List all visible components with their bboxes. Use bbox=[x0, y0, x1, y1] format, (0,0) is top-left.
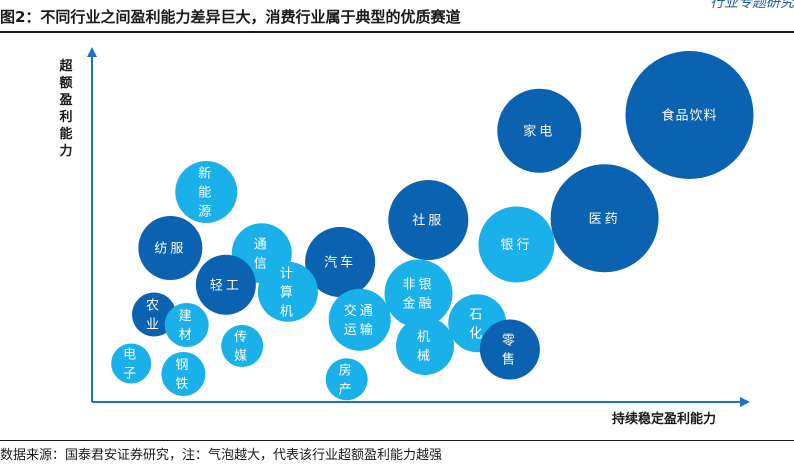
bubble-label-line: 金融 bbox=[402, 296, 434, 312]
bubble-label-19: 传媒 bbox=[234, 330, 250, 364]
bubble-8 bbox=[328, 288, 391, 351]
bubble-label-line: 信 bbox=[254, 256, 270, 271]
bubble-label-7: 机械 bbox=[417, 330, 433, 364]
bubble-label-line: 媒 bbox=[234, 349, 250, 364]
bubble-18 bbox=[164, 303, 209, 347]
bubble-label-line: 家电 bbox=[523, 123, 555, 139]
bubble-label-11: 房产 bbox=[339, 362, 355, 397]
bubble-label-line: 源 bbox=[198, 205, 214, 220]
title-rule bbox=[0, 31, 794, 33]
bubble-label-line: 运输 bbox=[344, 322, 376, 338]
bubble-11 bbox=[325, 358, 368, 401]
bubble-3 bbox=[478, 206, 555, 283]
bubble-label-line: 零 bbox=[502, 334, 518, 349]
source-note: 数据来源：国泰君安证券研究，注：气泡越大，代表该行业超额盈利能力越强 bbox=[0, 448, 443, 463]
bubble-label-15: 轻工 bbox=[210, 278, 242, 293]
bubble-label-line: 非银 bbox=[402, 278, 434, 293]
bubble-label-line: 农 bbox=[146, 299, 162, 314]
bubble-label-line: 交通 bbox=[344, 303, 376, 319]
bubble-label-0: 食品饮料 bbox=[661, 108, 717, 124]
bubble-5 bbox=[305, 227, 376, 297]
bubble-label-line: 通 bbox=[254, 237, 270, 252]
bubble-label-line: 钢 bbox=[175, 358, 191, 373]
bubble-label-line: 汽车 bbox=[324, 255, 356, 271]
bubble-label-line: 产 bbox=[339, 382, 355, 397]
bubble-label-line: 电 bbox=[123, 348, 139, 363]
bubble-label-line: 能 bbox=[198, 186, 214, 201]
bubble-label-line: 材 bbox=[179, 328, 195, 343]
bubble-label-line: 化 bbox=[469, 326, 485, 341]
bubble-label-line: 铁 bbox=[175, 377, 191, 392]
bubble-15 bbox=[195, 254, 256, 315]
bubble-16 bbox=[257, 261, 318, 322]
bubble-label-line: 建 bbox=[179, 309, 195, 324]
bubble-19 bbox=[221, 325, 264, 367]
bubble-label-line: 房 bbox=[339, 362, 355, 378]
bubble-label-line: 新 bbox=[198, 166, 214, 182]
bubble-label-20: 电子 bbox=[123, 348, 139, 382]
bubble-label-line: 计 bbox=[280, 266, 296, 281]
bubble-label-6: 非银金融 bbox=[402, 278, 434, 312]
bubble-2 bbox=[550, 164, 659, 273]
bubble-label-line: 纺服 bbox=[154, 242, 186, 257]
bubble-label-8: 交通运输 bbox=[344, 303, 376, 338]
bubble-1 bbox=[497, 88, 582, 173]
bubble-7 bbox=[396, 317, 455, 375]
bubble-label-18: 建材 bbox=[179, 309, 195, 343]
bubble-20 bbox=[111, 343, 152, 384]
y-axis-label: 超额盈利能力 bbox=[59, 59, 73, 159]
bubble-label-3: 银行 bbox=[500, 238, 532, 253]
bubble-label-4: 社服 bbox=[412, 213, 444, 229]
figure-header: 图2：不同行业之间盈利能力差异巨大，消费行业属于典型的优质赛道 行业专题研究 bbox=[0, 0, 794, 34]
bubble-label-5: 汽车 bbox=[324, 255, 356, 271]
x-axis-label: 持续稳定盈利能力 bbox=[612, 412, 717, 427]
bubble-label-line: 轻工 bbox=[210, 278, 242, 293]
bubble-label-line: 售 bbox=[502, 352, 518, 368]
bubble-label-14: 纺服 bbox=[154, 242, 186, 257]
bubble-label-line: 械 bbox=[417, 349, 433, 364]
bubble-label-line: 子 bbox=[123, 367, 139, 382]
bubble-10 bbox=[479, 319, 540, 380]
bubble-label-12: 新能源 bbox=[198, 166, 214, 220]
bubble-label-17: 农业 bbox=[146, 299, 162, 333]
bubble-label-line: 机 bbox=[280, 304, 296, 319]
bubble-label-1: 家电 bbox=[523, 123, 555, 139]
bubble-label-16: 计算机 bbox=[280, 266, 296, 319]
bubble-12 bbox=[175, 161, 238, 223]
bubble-label-line: 石 bbox=[469, 307, 485, 322]
bubble-label-line: 机 bbox=[417, 330, 433, 345]
bubble-label-line: 传 bbox=[234, 330, 250, 345]
bubble-4 bbox=[388, 180, 469, 260]
bubble-0 bbox=[625, 51, 754, 179]
bubble-label-line: 银行 bbox=[500, 238, 532, 253]
bubble-label-2: 医药 bbox=[589, 212, 621, 227]
footer-rule bbox=[0, 440, 794, 441]
bubble-label-line: 算 bbox=[280, 285, 296, 300]
bubble-label-line: 医药 bbox=[589, 212, 621, 227]
figure-title: 图2：不同行业之间盈利能力差异巨大，消费行业属于典型的优质赛道 bbox=[0, 8, 461, 26]
bubble-label-13: 通信 bbox=[254, 237, 270, 271]
bubble-21 bbox=[161, 352, 206, 396]
bubble-label-line: 社服 bbox=[412, 213, 444, 229]
bubble-label-9: 石化 bbox=[469, 307, 485, 341]
bubble-6 bbox=[384, 259, 453, 328]
brand-text: 行业专题研究 bbox=[710, 0, 794, 11]
bubble-label-10: 零售 bbox=[502, 334, 518, 368]
bubble-label-line: 食品饮料 bbox=[661, 108, 717, 124]
bubble-label-21: 钢铁 bbox=[175, 358, 191, 392]
bubble-14 bbox=[138, 216, 203, 280]
bubble-label-line: 业 bbox=[146, 318, 162, 333]
